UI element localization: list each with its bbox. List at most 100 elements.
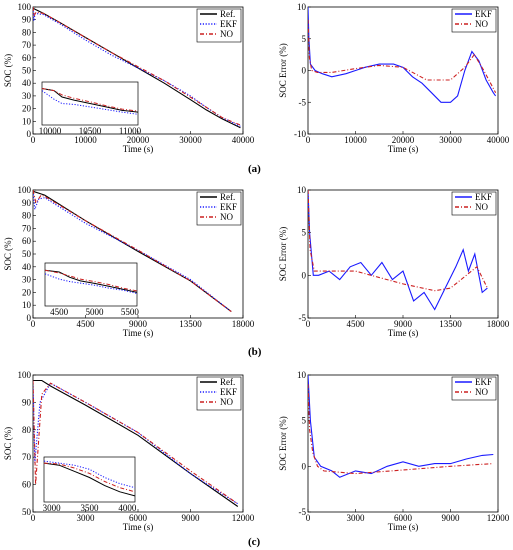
c-err-xtick-label: 6000 [394, 513, 413, 523]
a-err-xtick-label: 0 [306, 135, 311, 145]
c-err-legend [451, 376, 497, 401]
b-err-series-ekf [308, 190, 488, 311]
b-soc-ytick-label: 60 [22, 236, 32, 246]
c-err-legend-entry: EKF [475, 377, 492, 387]
a-soc-xtick-label: 40000 [232, 135, 255, 145]
a-soc-xtick-label: 10000 [74, 135, 97, 145]
c-soc-xlabel: Time (s) [123, 522, 153, 532]
c-soc-ytick-label: 60 [22, 480, 32, 490]
b-soc-inset-series-ekf [45, 273, 137, 294]
b-soc-series-ekf [33, 191, 232, 313]
c-soc-ytick-label: 100 [18, 370, 32, 380]
a-err-legend [451, 8, 497, 33]
a-soc-ytick-label: 20 [22, 104, 32, 114]
b-soc-inset-plot [45, 269, 137, 294]
a-soc-ytick-label: 70 [22, 40, 32, 50]
c-soc-inset-xtick-label: 3500 [81, 503, 100, 513]
c-err-ytick-label: 0 [302, 461, 307, 471]
b-soc-inset-xtick-label: 4500 [50, 307, 69, 317]
a-err-ylabel: SOC Error (%) [278, 43, 288, 98]
a-err-plot-area [308, 7, 497, 103]
a-soc-ytick-label: 30 [22, 91, 32, 101]
a-soc-legend-entry: NO [220, 29, 233, 39]
a-soc-ytick-label: 80 [22, 27, 32, 37]
a-err-ytick-label: 10 [297, 2, 307, 12]
a-soc-inset-xtick-label: 10500 [79, 126, 102, 136]
c-soc-ylabel: SOC (%) [3, 427, 13, 460]
a-err-legend-entry: EKF [475, 9, 492, 19]
c-soc-ytick-label: 90 [22, 397, 32, 407]
chart-a-error: 0 10000 20000 30000 40000 -10 -5 0 5 10 Time (s) SO… [278, 2, 510, 154]
b-err-ytick-label: 5 [302, 228, 307, 238]
a-err-xlabel: Time (s) [388, 144, 418, 154]
b-soc-xtick-label: 0 [31, 319, 36, 329]
b-err-xtick-label: 4500 [347, 319, 366, 329]
b-soc-legend-entry: NO [220, 212, 233, 222]
a-err-xtick-label: 20000 [392, 135, 415, 145]
b-soc-ytick-label: 50 [22, 249, 32, 259]
a-soc-ytick-label: 40 [22, 78, 32, 88]
a-soc-ylabel: SOC (%) [3, 54, 13, 87]
a-soc-series-no [33, 7, 241, 126]
a-err-xtick-label: 40000 [487, 135, 510, 145]
c-soc-legend-entry: Ref. [220, 377, 235, 387]
a-soc-xlabel: Time (s) [123, 144, 153, 154]
c-soc-xtick-label: 9000 [182, 513, 201, 523]
b-err-ylabel: SOC Error (%) [278, 227, 288, 282]
a-soc-inset-plot [42, 88, 138, 115]
b-soc-inset-series-ref [45, 269, 137, 293]
b-soc-ytick-label: 90 [22, 198, 32, 208]
b-soc-inset-frame [44, 262, 138, 307]
c-err-xlabel: Time (s) [388, 522, 418, 532]
a-soc-inset-series-ref [42, 88, 138, 113]
b-err-xtick-label: 9000 [394, 319, 413, 329]
c-err-xtick-label: 9000 [442, 513, 461, 523]
a-err-xtick-label: 30000 [439, 135, 462, 145]
b-err-xtick-label: 13500 [439, 319, 462, 329]
c-soc-inset-plot [44, 460, 135, 497]
c-err-ylabel: SOC Error (%) [278, 416, 288, 471]
c-err-xtick-label: 0 [306, 513, 311, 523]
b-soc-ytick-label: 20 [22, 287, 32, 297]
b-err-ytick-label: 0 [302, 270, 307, 280]
c-soc-inset-frame [43, 456, 136, 503]
a-err-series-no [308, 19, 497, 93]
b-soc-ytick-label: 40 [22, 262, 32, 272]
a-soc-inset-series-ekf [42, 90, 138, 115]
b-soc-xtick-label: 13500 [179, 319, 202, 329]
b-soc-ytick-label: 70 [22, 223, 32, 233]
b-soc-ylabel: SOC (%) [3, 237, 13, 270]
a-err-ytick-label: -10 [294, 129, 306, 139]
a-soc-ytick-label: 0 [27, 129, 32, 139]
b-soc-ytick-label: 30 [22, 275, 32, 285]
c-soc-ytick-label: 50 [22, 507, 32, 517]
b-err-legend-entry: EKF [475, 192, 492, 202]
a-soc-ytick-label: 100 [18, 2, 32, 12]
c-soc-xtick-label: 6000 [129, 513, 148, 523]
b-err-xlabel: Time (s) [388, 328, 418, 338]
a-err-legend-entry: NO [475, 19, 488, 29]
c-soc-legend-entry: NO [220, 397, 233, 407]
b-soc-ytick-label: 0 [27, 313, 32, 323]
b-err-series-no [308, 190, 488, 292]
c-err-legend-entry: NO [475, 387, 488, 397]
b-soc-ytick-label: 10 [22, 300, 32, 310]
b-soc-ytick-label: 100 [18, 185, 32, 195]
c-err-ytick-label: 10 [297, 370, 307, 380]
panel-label-c: (c) [248, 536, 261, 548]
c-soc-ytick-label: 80 [22, 425, 32, 435]
a-soc-xtick-label: 0 [31, 135, 36, 145]
b-soc-xtick-label: 9000 [129, 319, 148, 329]
c-err-series-no [308, 384, 494, 475]
chart-c-soc: 0 3000 6000 9000 12000 50 60 70 80 90 100 Time (s) S… [3, 370, 255, 532]
b-soc-legend-entry: EKF [220, 202, 237, 212]
a-err-ytick-label: 5 [302, 34, 307, 44]
panel-label-a: (a) [248, 163, 261, 175]
a-soc-ytick-label: 10 [22, 116, 32, 126]
a-err-series-ekf [308, 7, 497, 103]
b-soc-inset-xtick-label: 5500 [121, 307, 140, 317]
c-soc-inset-series-no [44, 462, 135, 493]
a-err-ytick-label: -5 [299, 97, 307, 107]
